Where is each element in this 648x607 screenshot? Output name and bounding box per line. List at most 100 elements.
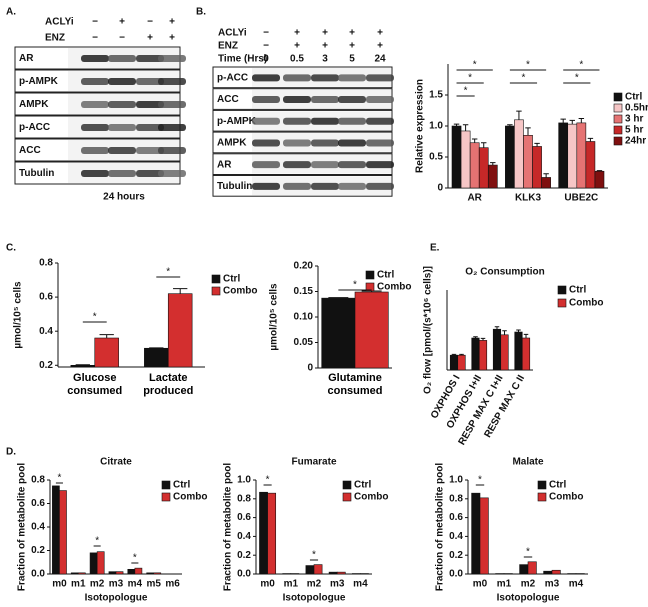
bar (505, 125, 515, 189)
blot-condition-label: Time (Hrs) (218, 54, 267, 65)
bar (108, 571, 117, 575)
blot-condition-value: + (377, 28, 383, 39)
bar (52, 485, 60, 575)
blot-band (252, 117, 280, 125)
panel-label: D. (6, 447, 16, 458)
x-tick-label: m2 (521, 579, 536, 590)
blot-band (136, 78, 164, 85)
blot-band (81, 78, 109, 85)
bar (134, 567, 143, 575)
blot-condition-label: ENZ (45, 33, 65, 44)
bar (449, 354, 459, 371)
blot-band-label: AMPK (217, 138, 247, 149)
bar (89, 552, 98, 575)
y-tick-label: 0.0 (449, 569, 463, 580)
blot-condition-value: + (294, 28, 300, 39)
legend-label: Combo (377, 282, 411, 293)
error-bar (516, 329, 521, 332)
y-tick-label: 0.2 (31, 545, 45, 556)
legend-label: 5 hr (625, 125, 643, 136)
error-bar (569, 119, 575, 125)
blot-band (311, 182, 339, 190)
significance-marker: * (575, 73, 579, 84)
y-tick-label: 0.8 (39, 258, 53, 269)
legend-label: Ctrl (377, 270, 394, 281)
blot-band (366, 161, 394, 169)
bar (543, 570, 553, 575)
blot-band (366, 117, 394, 125)
y-tick-label: 0.10 (294, 312, 314, 323)
error-bar (99, 334, 114, 339)
blot-condition-value: 3 (322, 54, 328, 65)
bar (521, 337, 531, 371)
blot-band-label: p-AMPK (19, 76, 59, 87)
blot-band (108, 147, 136, 154)
blot-condition-value: + (147, 33, 153, 44)
legend-label: Combo (173, 492, 207, 503)
legend-label: Combo (549, 492, 583, 503)
blot-condition-value: + (349, 41, 355, 52)
blot-band (136, 170, 164, 177)
legend-label: Ctrl (354, 480, 371, 491)
bar (77, 572, 86, 575)
x-tick-label: m0 (52, 579, 67, 590)
error-bar (523, 333, 529, 338)
x-tick-label: m2 (90, 579, 105, 590)
blot-caption: 24 hours (103, 192, 145, 203)
blot-band (311, 117, 339, 125)
legend-swatch (613, 114, 623, 124)
x-tick-label: UBE2C (564, 193, 598, 204)
x-tick-label: m2 (307, 579, 322, 590)
legend-label: Combo (354, 492, 388, 503)
y-tick-label: 0.2 (449, 550, 463, 561)
blot-band-label: p-ACC (19, 122, 50, 133)
legend-label: Ctrl (569, 285, 586, 296)
bar (313, 564, 323, 575)
blot-band (311, 96, 339, 104)
legend-swatch (211, 274, 221, 284)
error-bar (453, 123, 460, 126)
significance-marker: * (57, 473, 61, 484)
bar (354, 291, 389, 369)
legend-swatch (613, 125, 623, 135)
chart-title: Malate (512, 457, 544, 468)
y-tick-label: 0.2 (39, 360, 53, 371)
blot-band (252, 182, 280, 190)
y-tick-label: 0.0 (31, 569, 45, 580)
bar (144, 347, 169, 368)
blot-condition-value: + (169, 33, 175, 44)
blot-condition-value: − (263, 41, 269, 52)
x-tick-label: Glutamine consumed (327, 372, 383, 397)
error-bar (587, 137, 594, 142)
legend-swatch (161, 480, 171, 490)
x-tick-label: m6 (165, 579, 180, 590)
legend-label: Ctrl (625, 92, 642, 103)
error-bar (173, 288, 188, 294)
blot-band-label: AMPK (19, 99, 49, 110)
blot-band (81, 147, 109, 154)
blot-band (283, 96, 311, 104)
significance-marker: * (133, 553, 137, 564)
y-tick-label: 0 (307, 363, 313, 374)
y-tick-label: 0 (437, 183, 443, 194)
legend-swatch (613, 136, 623, 146)
blot-band (283, 139, 311, 147)
panel-label: A. (6, 7, 16, 18)
blot-band-label: AR (217, 159, 232, 170)
legend-swatch (537, 480, 547, 490)
legend-swatch (557, 298, 567, 308)
blot-band-label: p-ACC (217, 72, 248, 83)
y-tick-label: 0.4 (449, 531, 463, 542)
significance-marker: * (93, 312, 97, 323)
panel-label: B. (196, 7, 206, 18)
bar (267, 492, 277, 575)
blot-band (158, 170, 186, 177)
legend-swatch (613, 103, 623, 113)
blot-condition-label: ACLYi (218, 28, 247, 39)
y-axis-label: O₂ flow [pmol/(s*10⁶ cells)] (423, 266, 434, 394)
x-tick-label-box: Glutamine consumed (327, 372, 383, 397)
significance-marker: * (464, 86, 468, 97)
bar (59, 490, 67, 575)
blot-band (283, 74, 311, 82)
